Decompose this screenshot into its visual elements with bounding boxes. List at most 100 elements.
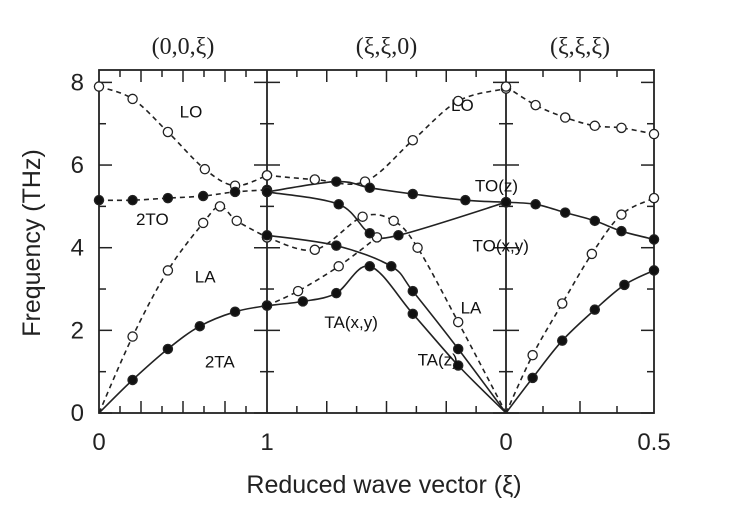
- filled-data-point: [261, 186, 273, 198]
- open-data-point: [452, 95, 464, 107]
- open-data-point: [127, 93, 138, 105]
- axis-labels: Frequency (THz) Reduced wave vector (ξ) …: [18, 34, 671, 499]
- direction-label: (0,0,ξ): [152, 34, 215, 60]
- filled-data-point: [194, 320, 206, 332]
- open-data-point: [127, 331, 138, 342]
- mode-label: LO: [451, 96, 474, 115]
- x-tick-label: 1: [260, 429, 273, 456]
- y-tick-label: 0: [71, 400, 84, 427]
- x-tick-label: 0: [92, 429, 105, 456]
- filled-data-point: [407, 285, 419, 297]
- open-data-point: [527, 349, 538, 361]
- mode-label: LA: [461, 299, 482, 318]
- filled-data-point: [556, 335, 568, 346]
- y-tick-label: 8: [71, 69, 84, 96]
- series-lines: [98, 85, 655, 414]
- open-data-point: [412, 242, 423, 253]
- open-data-point: [333, 261, 344, 272]
- filled-data-point: [559, 207, 571, 218]
- x-tick-label: 0.5: [637, 429, 670, 456]
- open-data-point: [214, 201, 226, 212]
- filled-data-point: [407, 188, 419, 200]
- filled-data-point: [162, 192, 174, 204]
- filled-data-point: [452, 360, 464, 371]
- open-data-point: [559, 112, 571, 123]
- open-data-point: [388, 215, 399, 227]
- open-data-point: [93, 81, 105, 92]
- filled-data-point: [527, 372, 538, 384]
- series-line: [98, 304, 268, 414]
- filled-data-point: [452, 343, 464, 355]
- open-data-point: [589, 120, 601, 132]
- series-line: [505, 197, 655, 414]
- filled-data-point: [364, 182, 376, 194]
- filled-data-point: [364, 261, 376, 272]
- open-data-point: [197, 217, 209, 229]
- filled-data-point: [616, 225, 627, 237]
- mode-label: 2TO: [136, 210, 169, 229]
- open-data-point: [586, 248, 598, 260]
- filled-data-point: [589, 215, 601, 227]
- filled-data-point: [500, 196, 512, 208]
- mode-labels: LO 2TO LA 2TA LO TO(z) TO(x,y) LA TA(x,y) TA(z): [136, 96, 529, 371]
- filled-data-point: [460, 194, 471, 206]
- y-axis-label: Frequency (THz): [18, 149, 46, 337]
- open-data-point: [648, 192, 660, 204]
- series-points: [93, 81, 660, 386]
- series-line: [505, 269, 655, 414]
- open-data-point: [231, 215, 243, 227]
- filled-data-point: [407, 308, 419, 320]
- x-axis-label: Reduced wave vector (ξ): [246, 471, 521, 499]
- mode-label: LA: [195, 268, 216, 287]
- series-line: [266, 236, 378, 307]
- mode-label: TA(x,y): [324, 313, 378, 332]
- open-data-point: [616, 122, 627, 134]
- filled-data-point: [333, 199, 344, 210]
- mode-label: TO(z): [475, 177, 518, 196]
- filled-data-point: [530, 199, 541, 210]
- series-line: [98, 189, 268, 202]
- filled-data-point: [648, 265, 660, 276]
- filled-data-point: [393, 230, 404, 241]
- filled-data-point: [229, 306, 241, 318]
- mode-label: LO: [180, 102, 203, 121]
- mode-label: 2TA: [205, 352, 236, 371]
- open-data-point: [452, 316, 464, 328]
- open-data-point: [616, 209, 627, 220]
- y-tick-label: 2: [71, 317, 84, 344]
- filled-data-point: [127, 194, 138, 206]
- y-tick-label: 6: [71, 152, 84, 179]
- filled-data-point: [331, 176, 342, 187]
- series-line: [505, 85, 655, 135]
- filled-data-point: [261, 230, 273, 241]
- mode-label: TO(x,y): [473, 237, 529, 256]
- open-data-point: [556, 298, 568, 309]
- filled-data-point: [648, 234, 660, 245]
- open-data-point: [162, 126, 174, 138]
- filled-data-point: [261, 300, 273, 311]
- filled-data-point: [589, 304, 601, 315]
- x-tick-label: 0: [499, 429, 512, 456]
- open-data-point: [407, 135, 419, 146]
- filled-data-point: [93, 194, 105, 206]
- y-tick-label: 4: [71, 235, 84, 262]
- open-data-point: [309, 174, 321, 185]
- series-line: [266, 213, 507, 414]
- filled-data-point: [331, 287, 342, 299]
- open-data-point: [199, 163, 211, 175]
- filled-data-point: [229, 186, 241, 198]
- filled-data-point: [197, 190, 209, 202]
- open-data-point: [530, 99, 541, 111]
- open-data-point: [648, 128, 660, 140]
- open-data-point: [292, 285, 304, 297]
- open-data-point: [162, 265, 174, 276]
- open-data-point: [309, 244, 321, 256]
- series-line: [266, 234, 507, 414]
- open-data-point: [500, 81, 512, 92]
- direction-label: (ξ,ξ,0): [356, 34, 417, 60]
- open-data-point: [357, 211, 368, 222]
- filled-data-point: [127, 374, 138, 386]
- filled-data-point: [162, 343, 174, 355]
- mode-label: TA(z): [418, 350, 458, 369]
